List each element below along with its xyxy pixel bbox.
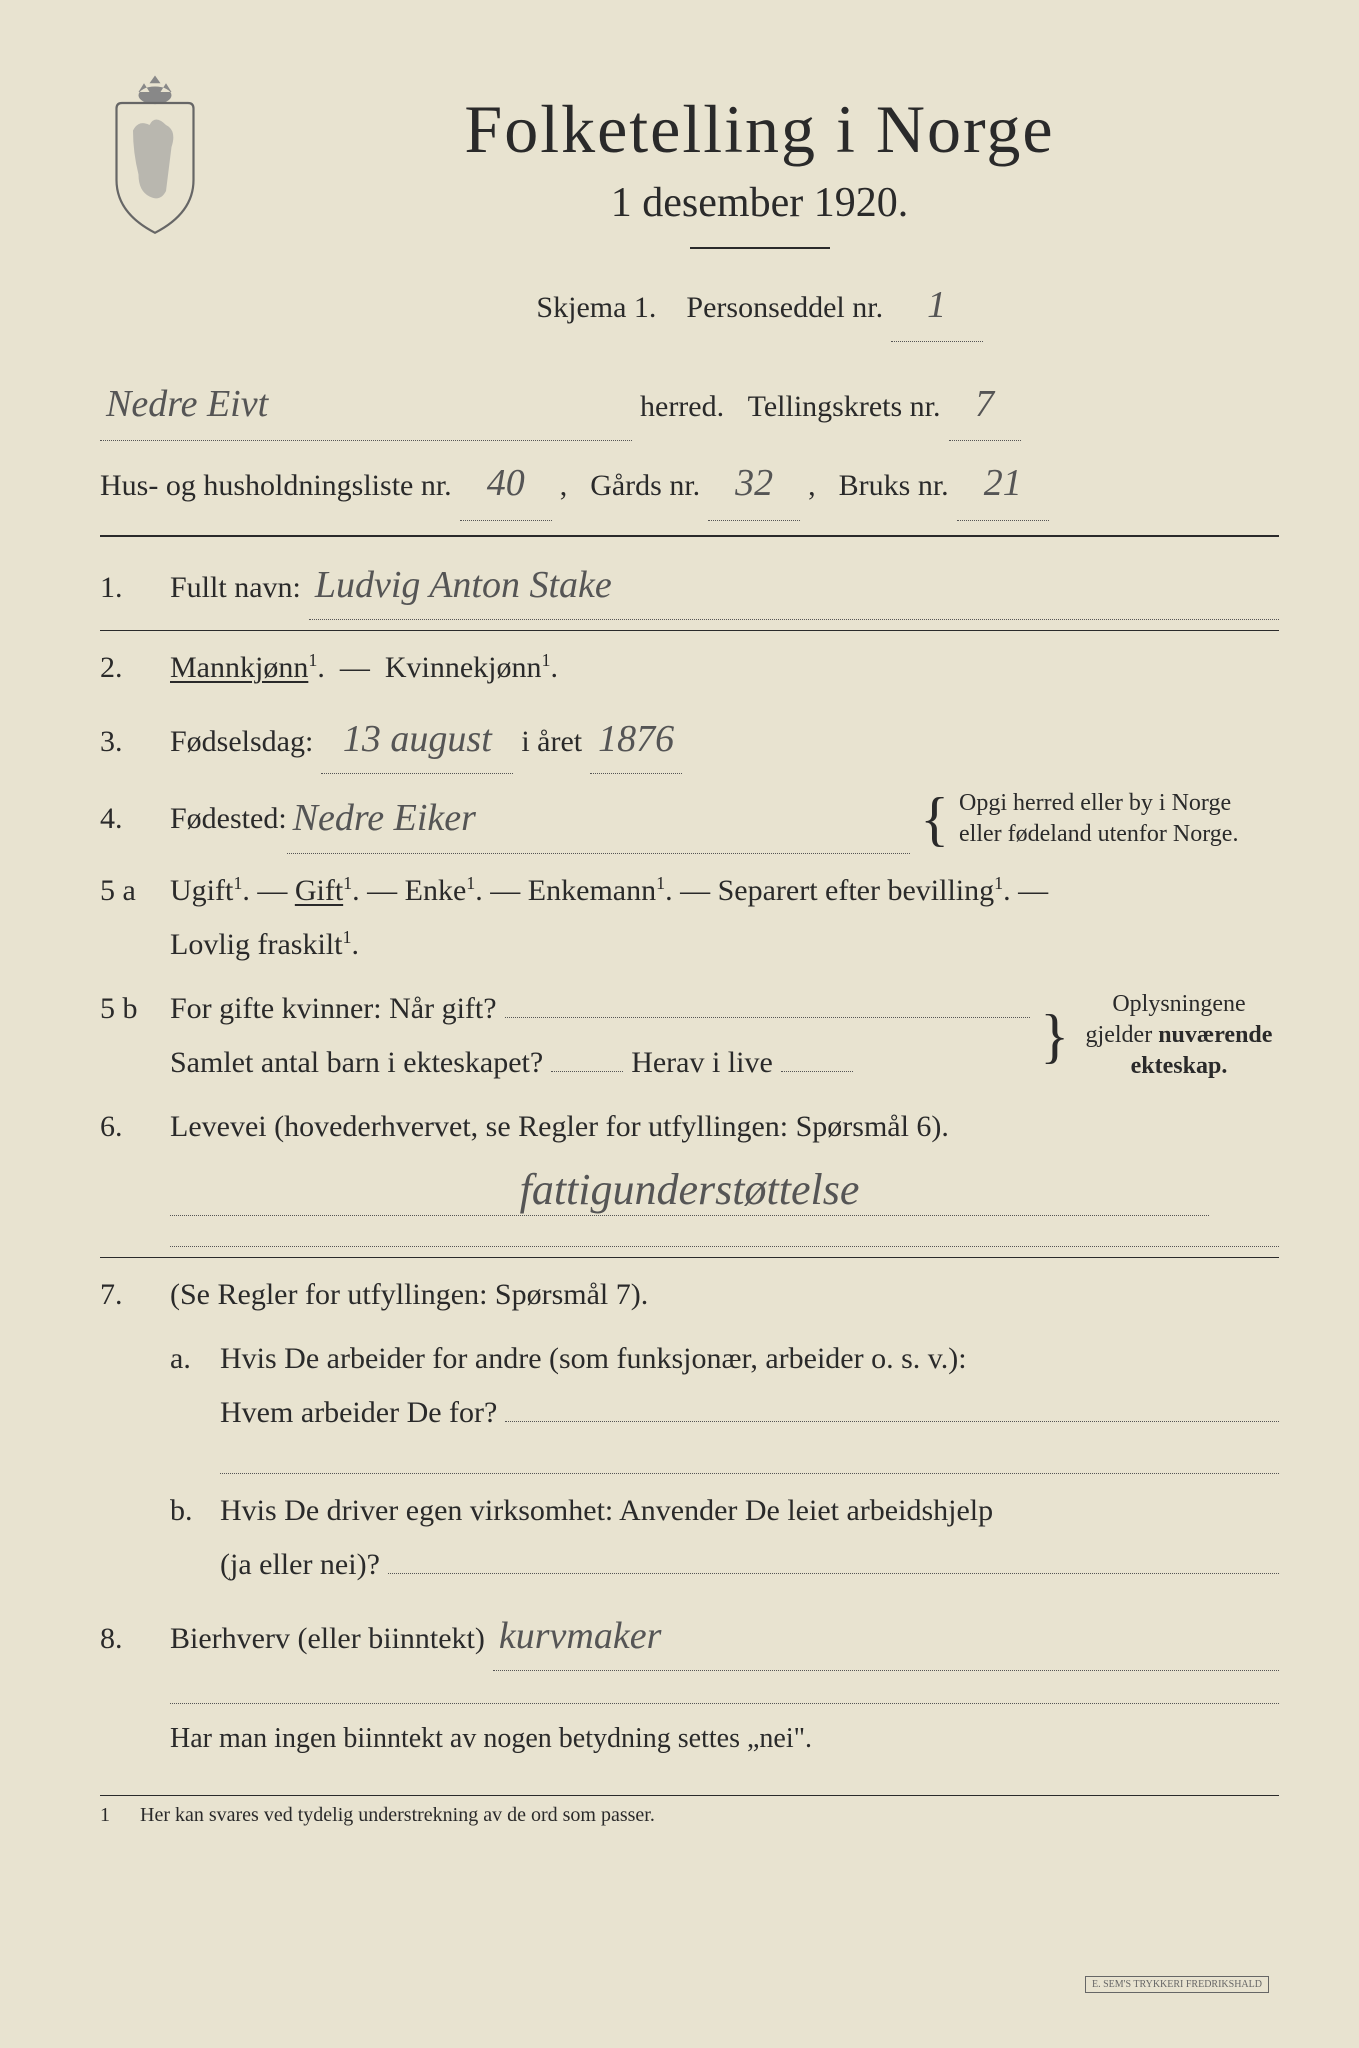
q5a-opt1: Gift <box>295 874 343 907</box>
q7: 7. (Se Regler for utfyllingen: Spørsmål … <box>100 1268 1279 1322</box>
q5b-l2: Samlet antal barn i ekteskapet? <box>170 1036 543 1090</box>
footnote-text: Her kan svares ved tydelig understreknin… <box>140 1804 655 1827</box>
q6-label: Levevei (hovederhvervet, se Regler for u… <box>170 1100 1279 1154</box>
blank-line <box>170 1681 1279 1704</box>
q7a-text: Hvis De arbeider for andre (som funksjon… <box>220 1332 1279 1386</box>
header: Folketelling i Norge 1 desember 1920. Sk… <box>100 60 1279 348</box>
blank-line <box>220 1450 1279 1473</box>
q5b-barn <box>551 1071 623 1072</box>
q6-num: 6. <box>100 1100 170 1154</box>
q3-num: 3. <box>100 715 170 769</box>
herred-value: Nedre Eivt <box>100 368 632 441</box>
q7-num: 7. <box>100 1268 170 1322</box>
divider <box>100 535 1279 537</box>
q5a-opt0: Ugift <box>170 874 233 907</box>
q2-mann: Mannkjønn <box>170 651 308 684</box>
brace-icon: { <box>920 801 949 837</box>
q4: 4. Fødested: Nedre Eiker { Opgi herred e… <box>100 784 1279 853</box>
q1-label: Fullt navn: <box>170 561 301 615</box>
q7b-num: b. <box>170 1484 220 1538</box>
q2-kvinne: Kvinnekjønn <box>385 651 542 684</box>
blank-line <box>170 1224 1279 1247</box>
q6-value: fattigunderstøttelse <box>170 1164 1209 1216</box>
schema-label: Skjema 1. <box>536 291 656 324</box>
divider <box>100 630 1279 631</box>
divider <box>690 247 830 249</box>
hushold-label: Hus- og husholdningsliste nr. <box>100 457 452 514</box>
q4-label: Fødested: <box>170 792 287 846</box>
q5b: 5 b For gifte kvinner: Når gift? Samlet … <box>100 982 1279 1090</box>
q3-year: 1876 <box>590 705 682 774</box>
herred-label: herred. <box>640 378 724 435</box>
q8: 8. Bierhverv (eller biinntekt) kurvmaker <box>100 1602 1279 1671</box>
q8-num: 8. <box>100 1612 170 1666</box>
title-block: Folketelling i Norge 1 desember 1920. Sk… <box>240 60 1279 348</box>
q3-mid: i året <box>521 715 582 769</box>
personseddel-label: Personseddel nr. <box>686 291 883 324</box>
q1: 1. Fullt navn: Ludvig Anton Stake <box>100 551 1279 620</box>
bruks-nr: 21 <box>957 447 1049 520</box>
q5b-gift-value <box>505 1017 1031 1018</box>
tellingskrets-label: Tellingskrets nr. <box>748 378 941 435</box>
q7a-value <box>505 1421 1279 1422</box>
q5a-opt5: Lovlig fraskilt <box>170 928 342 961</box>
q5b-note: Oplysningene gjelder nuværende ekteskap. <box>1079 989 1279 1083</box>
q4-num: 4. <box>100 792 170 846</box>
divider <box>100 1257 1279 1258</box>
q4-value: Nedre Eiker <box>287 784 911 853</box>
q7a-num: a. <box>170 1332 220 1386</box>
q2: 2. Mannkjønn1. — Kvinnekjønn1. <box>100 641 1279 695</box>
q5a-opt4: Separert efter bevilling <box>718 874 995 907</box>
q7-label: (Se Regler for utfyllingen: Spørsmål 7). <box>170 1268 1279 1322</box>
brace-icon: } <box>1040 1018 1069 1054</box>
bruks-label: Bruks nr. <box>839 457 949 514</box>
tellingskrets-nr: 7 <box>949 368 1021 441</box>
q5a-opt3: Enkemann <box>528 874 656 907</box>
q7a-q: Hvem arbeider De for? <box>220 1386 497 1440</box>
q1-value: Ludvig Anton Stake <box>309 551 1279 620</box>
q8-note: Har man ingen biinntekt av nogen betydni… <box>170 1712 1279 1765</box>
hushold-line: Hus- og husholdningsliste nr. 40, Gårds … <box>100 447 1279 520</box>
hushold-nr: 40 <box>460 447 552 520</box>
q3-day: 13 august <box>321 705 513 774</box>
q3-label: Fødselsdag: <box>170 715 313 769</box>
q6: 6. Levevei (hovederhvervet, se Regler fo… <box>100 1100 1279 1154</box>
q3: 3. Fødselsdag: 13 august i året 1876 <box>100 705 1279 774</box>
q5b-num: 5 b <box>100 982 170 1036</box>
q7a: a. Hvis De arbeider for andre (som funks… <box>170 1332 1279 1440</box>
census-form-page: Folketelling i Norge 1 desember 1920. Sk… <box>0 0 1359 2048</box>
q8-value: kurvmaker <box>493 1602 1279 1671</box>
printer-stamp: E. SEM'S TRYKKERI FREDRIKSHALD <box>1085 1976 1269 1993</box>
q5a-num: 5 a <box>100 864 170 918</box>
q7b-q: (ja eller nei)? <box>220 1538 380 1592</box>
q7b-text: Hvis De driver egen virksomhet: Anvender… <box>220 1484 1279 1538</box>
gards-nr: 32 <box>708 447 800 520</box>
q8-label: Bierhverv (eller biinntekt) <box>170 1612 485 1666</box>
q5b-live <box>781 1071 853 1072</box>
subtitle: 1 desember 1920. <box>240 179 1279 227</box>
q7b: b. Hvis De driver egen virksomhet: Anven… <box>170 1484 1279 1592</box>
personseddel-nr: 1 <box>891 269 983 342</box>
main-title: Folketelling i Norge <box>240 90 1279 169</box>
q1-num: 1. <box>100 561 170 615</box>
herred-line: Nedre Eivt herred. Tellingskrets nr. 7 <box>100 368 1279 441</box>
q4-note: Opgi herred eller by i Norge eller fødel… <box>959 788 1279 850</box>
footnote: 1 Her kan svares ved tydelig understrekn… <box>100 1795 1279 1827</box>
footnote-num: 1 <box>100 1804 140 1827</box>
q7b-value <box>388 1573 1279 1574</box>
q5a-opt2: Enke <box>405 874 467 907</box>
q2-num: 2. <box>100 641 170 695</box>
schema-line: Skjema 1. Personseddel nr. 1 <box>240 269 1279 342</box>
q5b-l1: For gifte kvinner: Når gift? <box>170 982 497 1036</box>
q5a: 5 a Ugift1. — Gift1. — Enke1. — Enkemann… <box>100 864 1279 972</box>
q5b-l3: Herav i live <box>631 1036 773 1090</box>
coat-of-arms-icon <box>100 70 210 230</box>
gards-label: Gårds nr. <box>590 457 700 514</box>
